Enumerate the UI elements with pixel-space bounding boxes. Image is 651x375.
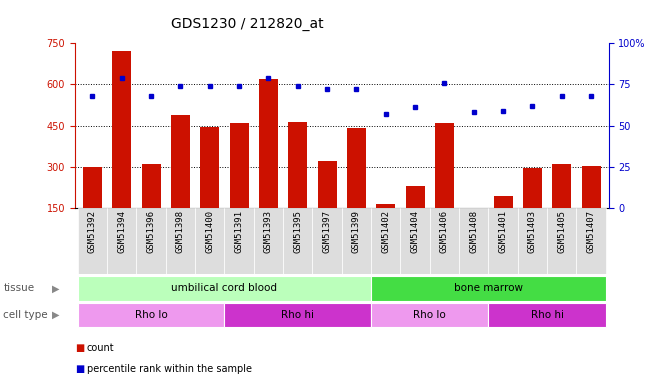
Bar: [230, 123, 249, 208]
Text: Rho hi: Rho hi: [281, 310, 314, 320]
Text: umbilical cord blood: umbilical cord blood: [171, 284, 277, 293]
Text: GSM51391: GSM51391: [234, 210, 243, 253]
Bar: [464, 208, 483, 216]
Bar: [371, 303, 488, 327]
Bar: [488, 208, 518, 274]
Text: bone marrow: bone marrow: [454, 284, 523, 293]
Bar: [78, 208, 107, 274]
Text: Rho hi: Rho hi: [531, 310, 564, 320]
Text: GSM51405: GSM51405: [557, 210, 566, 253]
Bar: [166, 208, 195, 274]
Text: GSM51394: GSM51394: [117, 210, 126, 253]
Bar: [225, 303, 371, 327]
Bar: [283, 208, 312, 274]
Text: GSM51397: GSM51397: [323, 210, 331, 253]
Bar: [78, 303, 225, 327]
Bar: [201, 127, 219, 208]
Text: ▶: ▶: [51, 310, 59, 320]
Bar: [342, 208, 371, 274]
Bar: [435, 123, 454, 208]
Text: GSM51404: GSM51404: [411, 210, 420, 253]
Bar: [371, 208, 400, 274]
Bar: [547, 208, 576, 274]
Text: GSM51395: GSM51395: [294, 210, 302, 253]
Text: GSM51401: GSM51401: [499, 210, 508, 253]
Bar: [518, 208, 547, 274]
Text: cell type: cell type: [3, 310, 48, 320]
Text: GDS1230 / 212820_at: GDS1230 / 212820_at: [171, 17, 324, 31]
Text: count: count: [87, 344, 114, 353]
Bar: [459, 208, 488, 274]
Bar: [493, 196, 512, 208]
Bar: [225, 208, 254, 274]
Bar: [488, 303, 605, 327]
Text: tissue: tissue: [3, 284, 35, 293]
Bar: [112, 51, 132, 208]
Text: GSM51402: GSM51402: [381, 210, 390, 253]
Bar: [254, 208, 283, 274]
Bar: [576, 208, 605, 274]
Text: GSM51398: GSM51398: [176, 210, 185, 253]
Bar: [142, 164, 161, 208]
Bar: [259, 79, 278, 208]
Bar: [400, 208, 430, 274]
Text: GSM51393: GSM51393: [264, 210, 273, 253]
Bar: [430, 208, 459, 274]
Text: GSM51399: GSM51399: [352, 210, 361, 253]
Bar: [137, 208, 166, 274]
Text: Rho lo: Rho lo: [413, 310, 446, 320]
Text: ■: ■: [75, 364, 84, 374]
Text: GSM51396: GSM51396: [146, 210, 156, 253]
Bar: [347, 128, 366, 208]
Bar: [171, 115, 190, 208]
Bar: [195, 208, 225, 274]
Bar: [83, 167, 102, 208]
Text: GSM51408: GSM51408: [469, 210, 478, 253]
Bar: [523, 168, 542, 208]
Bar: [552, 164, 572, 208]
Text: GSM51406: GSM51406: [440, 210, 449, 253]
Bar: [288, 122, 307, 208]
Text: Rho lo: Rho lo: [135, 310, 167, 320]
Bar: [581, 165, 601, 208]
Bar: [78, 276, 371, 301]
Bar: [371, 276, 605, 301]
Text: GSM51392: GSM51392: [88, 210, 97, 253]
Bar: [406, 186, 424, 208]
Bar: [312, 208, 342, 274]
Bar: [107, 208, 137, 274]
Text: percentile rank within the sample: percentile rank within the sample: [87, 364, 251, 374]
Text: GSM51400: GSM51400: [205, 210, 214, 253]
Text: ▶: ▶: [51, 284, 59, 293]
Bar: [318, 161, 337, 208]
Text: ■: ■: [75, 344, 84, 353]
Text: GSM51407: GSM51407: [587, 210, 596, 253]
Bar: [376, 204, 395, 208]
Text: GSM51403: GSM51403: [528, 210, 537, 253]
